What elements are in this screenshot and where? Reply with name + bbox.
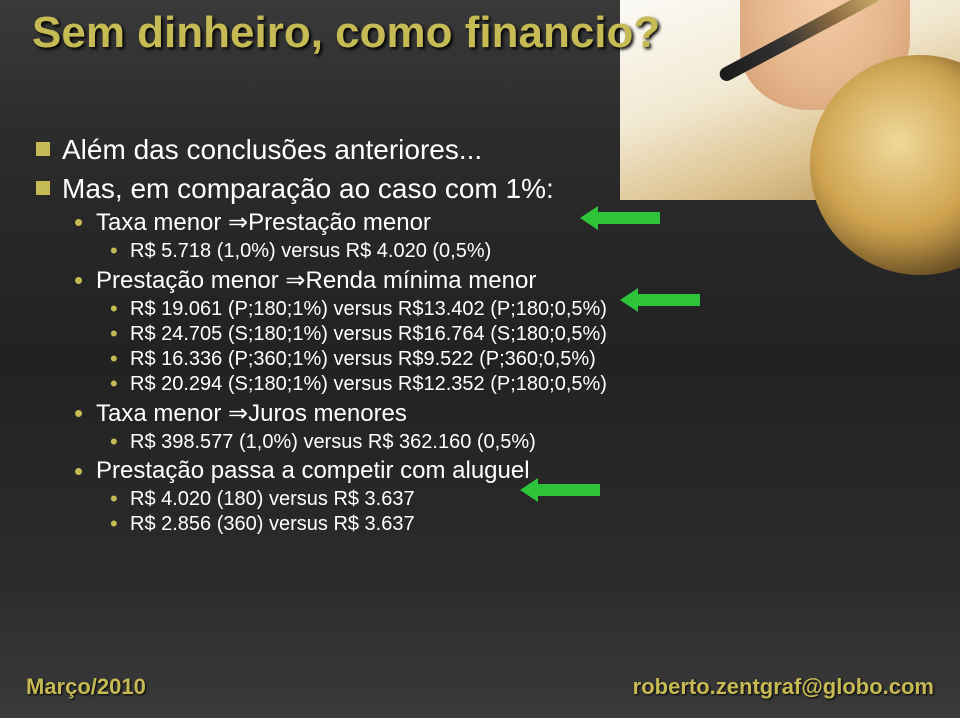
sub-3-text: Taxa menorJuros menores xyxy=(96,400,407,427)
sub-2-2: R$ 24.705 (S;180;1%) versus R$16.764 (S;… xyxy=(96,322,940,347)
bullet-1-text: Além das conclusões anteriores... xyxy=(62,134,482,165)
sub-list: Taxa menorPrestação menor R$ 5.718 (1,0%… xyxy=(62,208,940,537)
sub-3-1-text: R$ 398.577 (1,0%) versus R$ 362.160 (0,5… xyxy=(130,431,536,453)
sub-3-b: Juros menores xyxy=(248,400,407,427)
bullet-2: Mas, em comparação ao caso com 1%: Taxa … xyxy=(32,171,940,537)
sub-4-2-text: R$ 2.856 (360) versus R$ 3.637 xyxy=(130,513,415,535)
sub-1: Taxa menorPrestação menor R$ 5.718 (1,0%… xyxy=(62,208,940,264)
slide: Sem dinheiro, como financio? Além das co… xyxy=(0,0,960,718)
bullet-1: Além das conclusões anteriores... xyxy=(32,132,940,167)
sub-2-3-text: R$ 16.336 (P;360;1%) versus R$9.522 (P;3… xyxy=(130,348,596,370)
content-area: Sem dinheiro, como financio? Além das co… xyxy=(32,8,940,541)
sub-2-4: R$ 20.294 (S;180;1%) versus R$12.352 (P;… xyxy=(96,372,940,397)
sub-2-b: Renda mínima menor xyxy=(306,267,537,294)
sub-2-1: R$ 19.061 (P;180;1%) versus R$13.402 (P;… xyxy=(96,297,940,322)
footer: Março/2010 roberto.zentgraf@globo.com xyxy=(26,674,934,700)
footer-email: roberto.zentgraf@globo.com xyxy=(633,674,934,700)
sub-3-1: R$ 398.577 (1,0%) versus R$ 362.160 (0,5… xyxy=(96,430,940,455)
sub-2-3: R$ 16.336 (P;360;1%) versus R$9.522 (P;3… xyxy=(96,347,940,372)
sub-1-a: Taxa menor xyxy=(96,209,248,236)
bullet-list: Além das conclusões anteriores... Mas, e… xyxy=(32,132,940,537)
sub-1-items: R$ 5.718 (1,0%) versus R$ 4.020 (0,5%) xyxy=(96,239,940,264)
sub-1-1-text: R$ 5.718 (1,0%) versus R$ 4.020 (0,5%) xyxy=(130,240,491,262)
sub-3-a: Taxa menor xyxy=(96,400,248,427)
slide-title: Sem dinheiro, como financio? xyxy=(32,8,692,58)
sub-4-1-text: R$ 4.020 (180) versus R$ 3.637 xyxy=(130,488,415,510)
bullet-2-text: Mas, em comparação ao caso com 1%: xyxy=(62,173,554,204)
annotation-arrow-3 xyxy=(536,484,600,496)
sub-2-text: Prestação menorRenda mínima menor xyxy=(96,267,536,294)
sub-1-text: Taxa menorPrestação menor xyxy=(96,209,431,236)
annotation-arrow-1 xyxy=(596,212,660,224)
sub-2-items: R$ 19.061 (P;180;1%) versus R$13.402 (P;… xyxy=(96,297,940,397)
sub-3: Taxa menorJuros menores R$ 398.577 (1,0%… xyxy=(62,399,940,455)
sub-2-2-text: R$ 24.705 (S;180;1%) versus R$16.764 (S;… xyxy=(130,323,607,345)
sub-4-2: R$ 2.856 (360) versus R$ 3.637 xyxy=(96,512,940,537)
footer-date: Março/2010 xyxy=(26,674,146,700)
annotation-arrow-2 xyxy=(636,294,700,306)
sub-2: Prestação menorRenda mínima menor R$ 19.… xyxy=(62,266,940,397)
sub-2-a: Prestação menor xyxy=(96,267,306,294)
sub-1-1: R$ 5.718 (1,0%) versus R$ 4.020 (0,5%) xyxy=(96,239,940,264)
sub-4-1: R$ 4.020 (180) versus R$ 3.637 xyxy=(96,487,940,512)
sub-2-4-text: R$ 20.294 (S;180;1%) versus R$12.352 (P;… xyxy=(130,373,607,395)
sub-1-b: Prestação menor xyxy=(248,209,431,236)
sub-4: Prestação passa a competir com aluguel R… xyxy=(62,457,940,537)
sub-2-1-text: R$ 19.061 (P;180;1%) versus R$13.402 (P;… xyxy=(130,298,607,320)
sub-3-items: R$ 398.577 (1,0%) versus R$ 362.160 (0,5… xyxy=(96,430,940,455)
sub-4-items: R$ 4.020 (180) versus R$ 3.637 R$ 2.856 … xyxy=(96,487,940,537)
sub-4-text: Prestação passa a competir com aluguel xyxy=(96,457,530,484)
